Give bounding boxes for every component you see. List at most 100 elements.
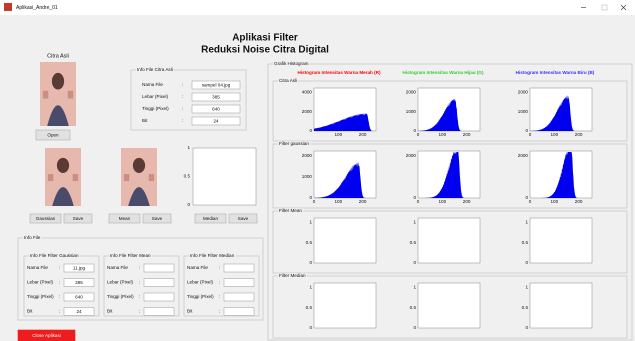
text-field[interactable] [63, 278, 95, 287]
text-field[interactable] [191, 104, 241, 114]
histogram-y-tick-label: 1 [525, 285, 528, 290]
histogram-y-tick-label: 0.5 [410, 305, 417, 310]
save-button-label: Save [152, 216, 163, 221]
histogram-x-tick-label: 200 [463, 132, 471, 137]
text-field[interactable] [191, 92, 241, 102]
histogram-y-tick-label: 4000 [302, 90, 313, 95]
save-button[interactable] [228, 213, 258, 224]
info-label: Nama File [187, 265, 208, 270]
text-field[interactable] [63, 292, 95, 302]
open-button[interactable] [35, 129, 71, 141]
text-field[interactable] [143, 278, 175, 287]
info-filter-panel-title-bg [109, 253, 153, 259]
text-field-value: 11.jpg [73, 266, 86, 271]
text-field[interactable] [63, 307, 95, 316]
text-field[interactable] [191, 116, 241, 126]
info-filter-panel-title: Info File Filter Gaussian [30, 253, 79, 258]
save-button[interactable] [63, 213, 93, 224]
filter-button[interactable] [108, 213, 141, 224]
info-separator: : [59, 294, 60, 299]
histogram-x-tick-label: 200 [575, 132, 583, 137]
close-app-button-label: Close Aplikasi [32, 333, 61, 338]
histogram-x-tick-label: 0 [313, 199, 316, 204]
histogram-y-tick-label: 2000 [518, 90, 529, 95]
histogram-row-panel-title: Filter Mean [279, 208, 302, 213]
histogram-shape [314, 113, 376, 131]
text-field[interactable] [223, 278, 255, 287]
histogram-y-tick-label: 0.5 [306, 305, 313, 310]
info-separator: : [219, 280, 220, 285]
text-field[interactable] [223, 292, 255, 302]
info-separator: : [139, 294, 140, 299]
histogram-y-tick-label: 0.5 [522, 305, 529, 310]
info-original-panel-title: Info File Citra Asli [137, 67, 173, 72]
info-label: Lebar (Pixel) [107, 280, 134, 285]
maximize-button[interactable] [601, 4, 608, 11]
histogram-panel [267, 63, 633, 341]
histogram-x-tick-label: 200 [575, 199, 583, 204]
header-title: Aplikasi Filter [232, 33, 298, 44]
histogram-y-tick-label: 1 [309, 220, 312, 225]
photo-hand-left [42, 90, 49, 99]
histogram-shape [530, 152, 592, 198]
histogram-y-tick-label: 1000 [302, 174, 313, 179]
text-field-value: 385 [75, 280, 83, 285]
histogram-row-panel-title-bg [278, 78, 299, 84]
info-label: Bit [142, 118, 148, 123]
text-field[interactable] [223, 307, 255, 316]
histogram-axes [529, 282, 593, 329]
histogram-y-tick-label: 2000 [406, 153, 417, 158]
histogram-y-tick-label: 2000 [406, 90, 417, 95]
histogram-y-tick-label: 0 [309, 195, 312, 200]
info-separator: : [219, 309, 220, 314]
info-filter-panel-title: Info File Filter Median [190, 253, 235, 258]
text-field[interactable] [143, 307, 175, 316]
histogram-row-panel-title: Citra Asli [279, 78, 297, 83]
histogram-y-tick-label: 0.5 [522, 240, 529, 245]
text-field-value: 385 [212, 95, 220, 100]
histogram-panel-title: Grafik Histogram [274, 61, 309, 66]
text-field[interactable] [223, 263, 255, 273]
histogram-x-tick-label: 100 [438, 132, 446, 137]
text-field[interactable] [63, 263, 95, 273]
info-label: Lebar (Pixel) [27, 280, 54, 285]
close-window-button[interactable] [620, 4, 627, 11]
info-filter-panel-title-bg [189, 253, 236, 259]
histogram-y-tick-label: 0 [525, 195, 528, 200]
close-app-button[interactable] [17, 329, 76, 341]
text-field-value: 640 [212, 107, 220, 112]
photo-figure-head [51, 72, 65, 90]
info-label: Lebar (Pixel) [187, 280, 214, 285]
text-field[interactable] [143, 292, 175, 302]
info-separator: : [182, 118, 183, 123]
filter-button-label: Median [203, 216, 219, 221]
filter-button[interactable] [194, 213, 227, 224]
preview-y-tick-label: 0.5 [184, 174, 191, 179]
info-original-panel-title-bg [136, 67, 174, 73]
photo-hand-left [47, 174, 54, 182]
histogram-x-tick-label: 200 [359, 132, 367, 137]
histogram-y-tick-label: 0 [413, 325, 416, 330]
window-title: Aplikasi_Andre_01 [16, 5, 58, 11]
text-field[interactable] [191, 80, 241, 90]
photo-hand-right [148, 174, 155, 182]
histogram-y-tick-label: 0 [525, 325, 528, 330]
histogram-y-tick-label: 1 [413, 285, 416, 290]
filter-button[interactable] [29, 213, 62, 224]
text-field[interactable] [143, 263, 175, 273]
info-separator: : [139, 309, 140, 314]
info-label: Nama File [27, 265, 48, 270]
histogram-y-tick-label: 2000 [518, 153, 529, 158]
histogram-x-tick-label: 0 [417, 199, 420, 204]
info-separator: : [182, 94, 183, 99]
histogram-row-panel-title-bg [278, 208, 304, 214]
histogram-row-panel-title: Filter Median [279, 273, 306, 278]
histogram-shape [530, 94, 592, 131]
histogram-axes [313, 217, 377, 264]
save-button[interactable] [142, 213, 172, 224]
info-file-panel-title: Info File [24, 235, 41, 240]
info-separator: : [219, 294, 220, 299]
histogram-y-tick-label: 0 [525, 128, 528, 133]
filter-button-label: Gaussian [36, 216, 56, 221]
histogram-x-tick-label: 200 [463, 199, 471, 204]
